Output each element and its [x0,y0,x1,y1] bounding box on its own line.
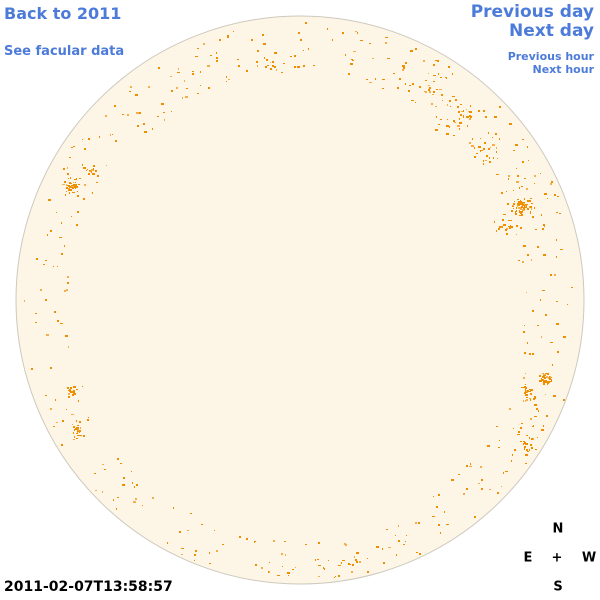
right-nav: Previous day Next day Previous hour Next… [470,2,594,77]
previous-day-link[interactable]: Previous day [470,2,594,22]
hour-links: Previous hour Next hour [471,50,594,76]
previous-hour-link[interactable]: Previous hour [507,50,594,63]
solar-disk [15,15,585,585]
see-facular-data-link[interactable]: See facular data [4,44,125,59]
faculae-dots-layer [24,22,573,578]
observation-timestamp: 2011-02-07T13:58:57 [4,579,173,595]
back-to-year-link[interactable]: Back to 2011 [4,4,122,23]
next-day-link[interactable]: Next day [509,21,594,41]
next-hour-link[interactable]: Next hour [532,63,595,76]
left-nav: Back to 2011 See facular data [4,4,124,59]
